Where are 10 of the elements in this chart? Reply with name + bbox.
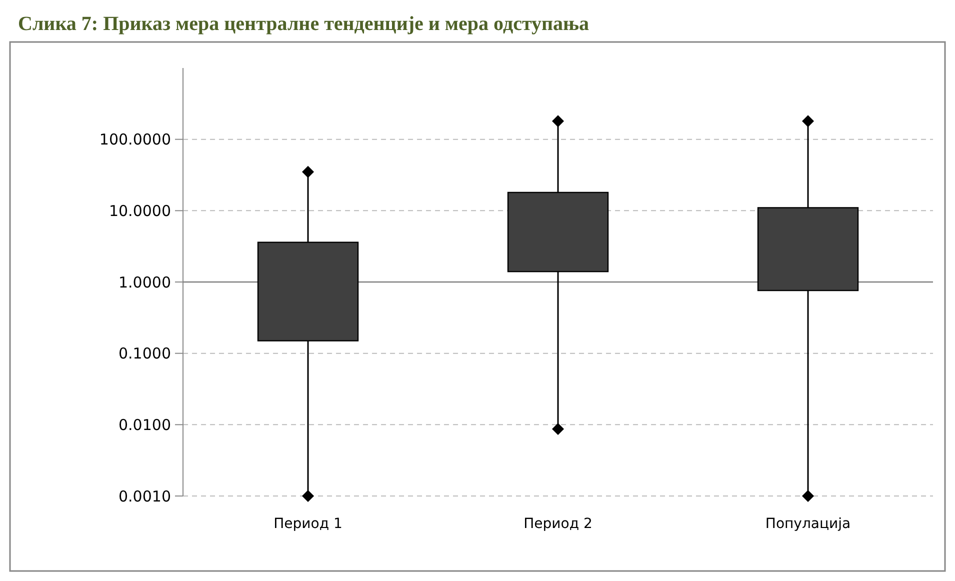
chart-title: Слика 7: Приказ мера централне тенденције и мера одступања <box>18 13 589 35</box>
y-tick-label: 0.0100 <box>118 416 171 434</box>
x-tick-label: Период 1 <box>274 516 342 532</box>
y-tick-label: 0.1000 <box>118 344 171 363</box>
y-tick-label: 1.0000 <box>118 273 171 292</box>
y-tick-label: 10.0000 <box>108 202 171 220</box>
x-tick-label: Период 2 <box>524 516 592 532</box>
x-tick-label: Популација <box>765 516 851 532</box>
y-tick-label: 100.0000 <box>99 130 171 149</box>
y-tick-label: 0.0010 <box>118 487 171 506</box>
